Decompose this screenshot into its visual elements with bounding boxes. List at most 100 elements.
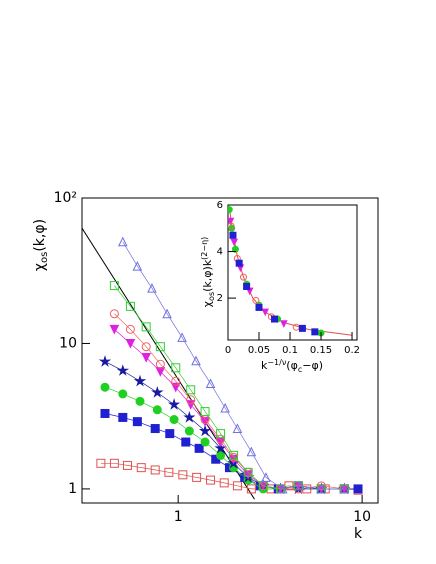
marker	[243, 470, 253, 480]
marker	[206, 475, 216, 485]
marker	[271, 315, 279, 323]
marker	[98, 355, 112, 367]
marker	[116, 364, 130, 376]
marker	[229, 450, 239, 460]
marker	[184, 426, 194, 436]
marker	[164, 467, 174, 477]
marker	[109, 281, 119, 291]
marker	[235, 259, 243, 267]
y-tick-label: 10	[59, 335, 77, 351]
marker	[200, 437, 210, 447]
marker	[255, 303, 263, 311]
marker	[150, 465, 160, 475]
marker	[277, 483, 288, 494]
marker	[147, 283, 157, 293]
marker	[194, 443, 204, 453]
marker	[216, 434, 226, 444]
marker	[141, 322, 151, 332]
inset-y-label: χos(k,φ)k(2−η)	[200, 237, 216, 308]
marker	[252, 296, 260, 304]
y-tick-label: 10²	[54, 190, 77, 206]
marker	[261, 308, 270, 317]
marker	[295, 480, 305, 491]
marker	[133, 374, 147, 387]
marker	[178, 470, 188, 480]
marker	[232, 423, 243, 434]
marker	[171, 363, 181, 373]
inset-frame	[227, 204, 358, 341]
marker	[311, 328, 319, 336]
marker	[169, 415, 179, 425]
y-axis-label: χos(k,φ)	[32, 219, 50, 271]
marker	[125, 324, 135, 334]
marker	[231, 245, 239, 253]
x-tick-label: 0.1	[282, 345, 298, 356]
x-tick-label: 0.15	[310, 345, 332, 356]
marker	[100, 382, 110, 392]
plot-area	[228, 206, 353, 337]
marker	[240, 273, 248, 281]
marker	[246, 484, 256, 494]
marker	[219, 478, 229, 488]
marker	[152, 405, 162, 415]
marker	[185, 400, 196, 410]
y-tick-label: 2	[217, 293, 223, 304]
marker	[171, 376, 181, 386]
y-tick-label: 1	[68, 481, 77, 497]
x-tick-label: 0	[225, 345, 231, 356]
x-tick-label: 10	[353, 509, 371, 525]
marker	[229, 231, 237, 239]
marker	[117, 236, 128, 247]
marker	[261, 472, 271, 482]
marker	[151, 386, 164, 398]
marker	[155, 342, 165, 352]
marker	[220, 402, 230, 413]
marker	[118, 389, 128, 399]
marker	[183, 410, 196, 423]
marker	[228, 217, 235, 226]
curve	[114, 313, 345, 490]
marker	[135, 396, 145, 406]
marker	[150, 424, 160, 434]
marker	[167, 398, 181, 410]
marker	[191, 355, 201, 366]
marker	[243, 282, 251, 290]
marker	[141, 342, 151, 352]
inset-x-label: k−1/ν(φc−φ)	[261, 358, 323, 374]
x-tick-label: 0.2	[344, 345, 360, 356]
marker	[155, 359, 165, 369]
marker	[316, 483, 327, 494]
marker	[353, 484, 363, 494]
marker	[216, 429, 226, 439]
marker	[246, 446, 257, 457]
x-tick-label: 0.05	[248, 345, 270, 356]
curve	[122, 241, 345, 490]
marker	[141, 353, 151, 363]
marker	[186, 385, 196, 395]
marker	[109, 324, 120, 335]
y-tick-label: 6	[217, 200, 223, 211]
marker	[122, 460, 132, 470]
marker	[136, 463, 146, 473]
marker	[280, 320, 288, 328]
marker	[109, 458, 119, 468]
marker	[162, 308, 172, 319]
marker	[243, 467, 253, 477]
marker	[125, 338, 136, 349]
marker	[232, 481, 242, 491]
marker	[155, 367, 166, 377]
marker	[125, 301, 135, 311]
x-axis-label: k	[354, 526, 363, 542]
plot-frame	[81, 197, 379, 504]
marker	[96, 458, 106, 468]
marker	[200, 407, 210, 417]
marker	[132, 417, 142, 427]
marker	[177, 332, 187, 342]
marker	[109, 309, 119, 319]
marker	[186, 395, 196, 405]
marker	[228, 206, 233, 214]
marker	[228, 222, 235, 230]
marker	[298, 324, 306, 332]
marker	[118, 412, 128, 422]
